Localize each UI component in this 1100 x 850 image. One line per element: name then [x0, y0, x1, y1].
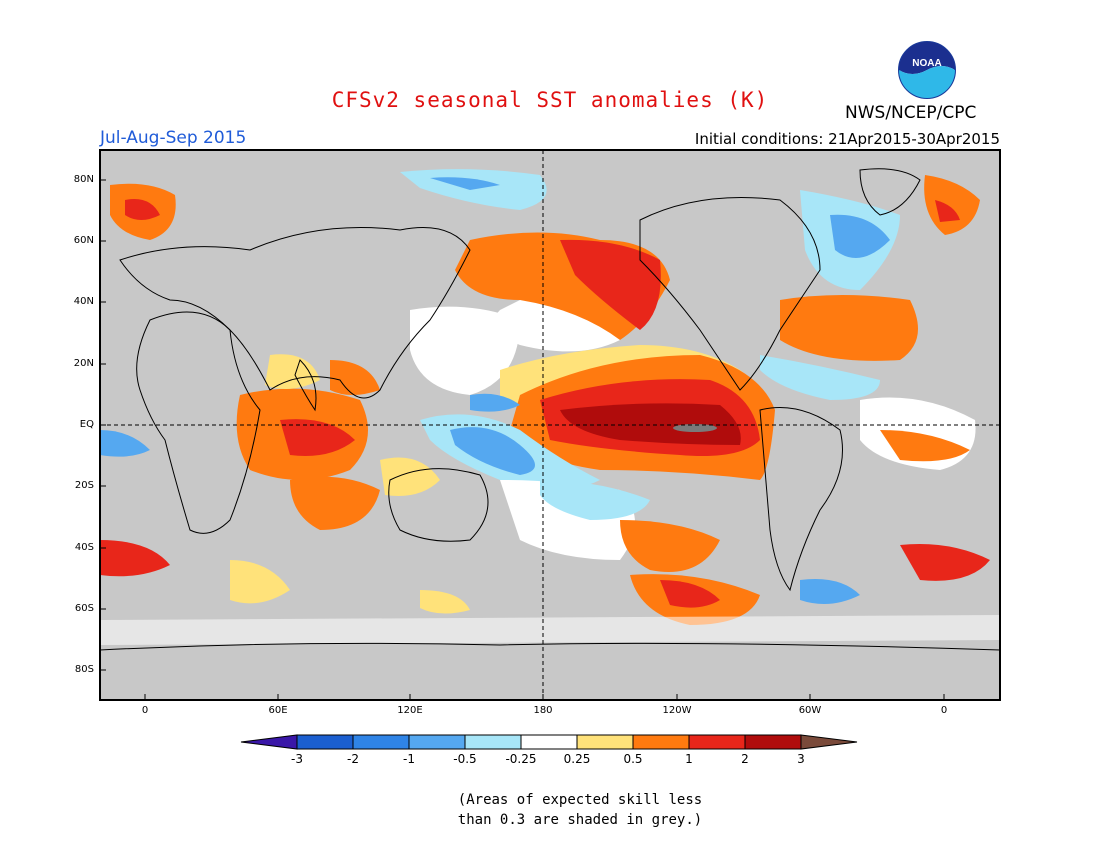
lat-label: 20N: [73, 358, 94, 369]
coastlines: [100, 168, 1000, 651]
lon-label: 120W: [662, 705, 692, 716]
lat-label: 40N: [73, 296, 94, 307]
lat-label: 80S: [74, 664, 94, 675]
colorbar-label: -3: [291, 752, 303, 766]
lon-label: 60E: [268, 705, 288, 716]
lon-label: 120E: [397, 705, 423, 716]
lat-label: 80N: [73, 174, 94, 185]
colorbar-segment: [576, 734, 634, 750]
period-label: Jul-Aug-Sep 2015: [100, 128, 247, 148]
colorbar-label: 0.25: [563, 752, 591, 766]
anomaly-field: [100, 169, 1000, 645]
colorbar-label: -1: [403, 752, 415, 766]
lat-label: EQ: [79, 419, 94, 430]
colorbar-label: 0.5: [623, 752, 643, 766]
colorbar-label: -0.25: [505, 752, 537, 766]
colorbar-label: -0.5: [453, 752, 477, 766]
colorbar: [240, 734, 858, 750]
colorbar-segment: [632, 734, 690, 750]
colorbar-segment: [688, 734, 746, 750]
colorbar-segment: [352, 734, 410, 750]
lon-label: 180: [533, 705, 553, 716]
colorbar-segment: [296, 734, 354, 750]
skill-note-line2: than 0.3 are shaded in grey.): [457, 812, 703, 828]
lat-label: 60S: [74, 603, 94, 614]
lat-label: 40S: [74, 542, 94, 553]
colorbar-segment: [744, 734, 802, 750]
noaa-logo-text: NOAA: [912, 58, 941, 69]
colorbar-label: 3: [797, 752, 805, 766]
lon-label: 0: [940, 705, 948, 716]
lat-label: 20S: [74, 480, 94, 491]
colorbar-segment: [800, 734, 858, 750]
skill-note-line1: (Areas of expected skill less: [457, 792, 703, 808]
colorbar-segment: [408, 734, 466, 750]
colorbar-segment: [520, 734, 578, 750]
colorbar-label: 1: [685, 752, 693, 766]
lat-label: 60N: [73, 235, 94, 246]
lon-label: 60W: [798, 705, 822, 716]
colorbar-segment: [464, 734, 522, 750]
colorbar-label: -2: [347, 752, 359, 766]
colorbar-label: 2: [741, 752, 749, 766]
lon-label: 0: [141, 705, 149, 716]
agency-label: NWS/NCEP/CPC: [845, 103, 977, 123]
noaa-logo: NOAA: [898, 41, 956, 99]
chart-title: CFSv2 seasonal SST anomalies (K): [331, 88, 769, 112]
colorbar-segment: [240, 734, 298, 750]
initial-conditions: Initial conditions: 21Apr2015-30Apr2015: [694, 130, 1000, 148]
